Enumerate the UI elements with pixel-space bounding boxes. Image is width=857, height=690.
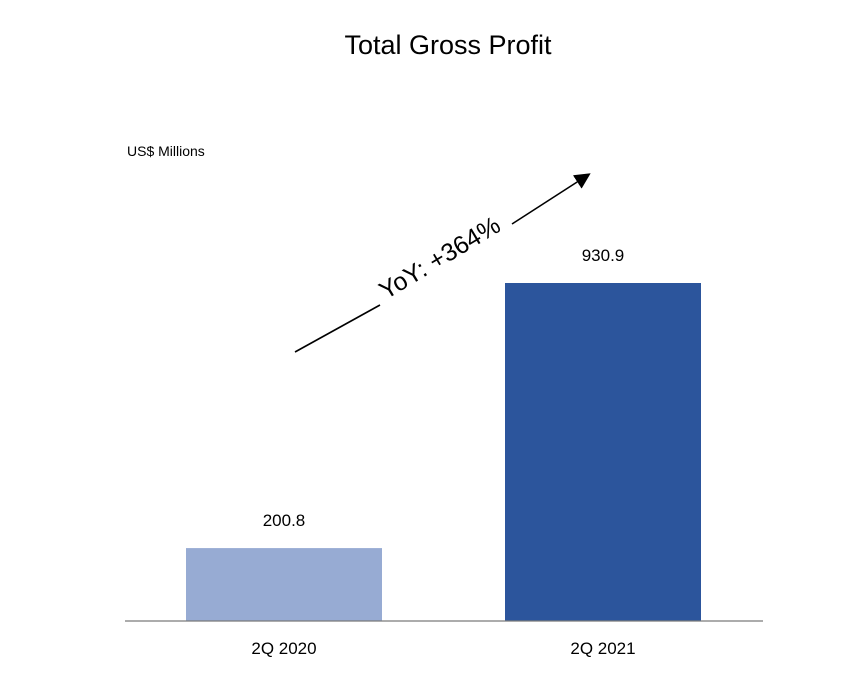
x-tick-label-0: 2Q 2020	[251, 639, 316, 658]
value-label-1: 930.9	[582, 246, 625, 265]
y-axis-unit-label: US$ Millions	[127, 143, 205, 159]
bar-0	[186, 548, 382, 621]
yoy-annotation: YoY: +364%	[374, 211, 505, 305]
value-labels-group: 200.8 930.9	[263, 246, 625, 530]
bar-1	[505, 283, 701, 621]
x-tick-labels-group: 2Q 2020 2Q 2021	[251, 639, 635, 658]
x-tick-label-1: 2Q 2021	[570, 639, 635, 658]
chart-title: Total Gross Profit	[344, 30, 552, 60]
bars-group	[186, 283, 701, 621]
value-label-0: 200.8	[263, 511, 306, 530]
yoy-arrow	[294, 173, 591, 353]
